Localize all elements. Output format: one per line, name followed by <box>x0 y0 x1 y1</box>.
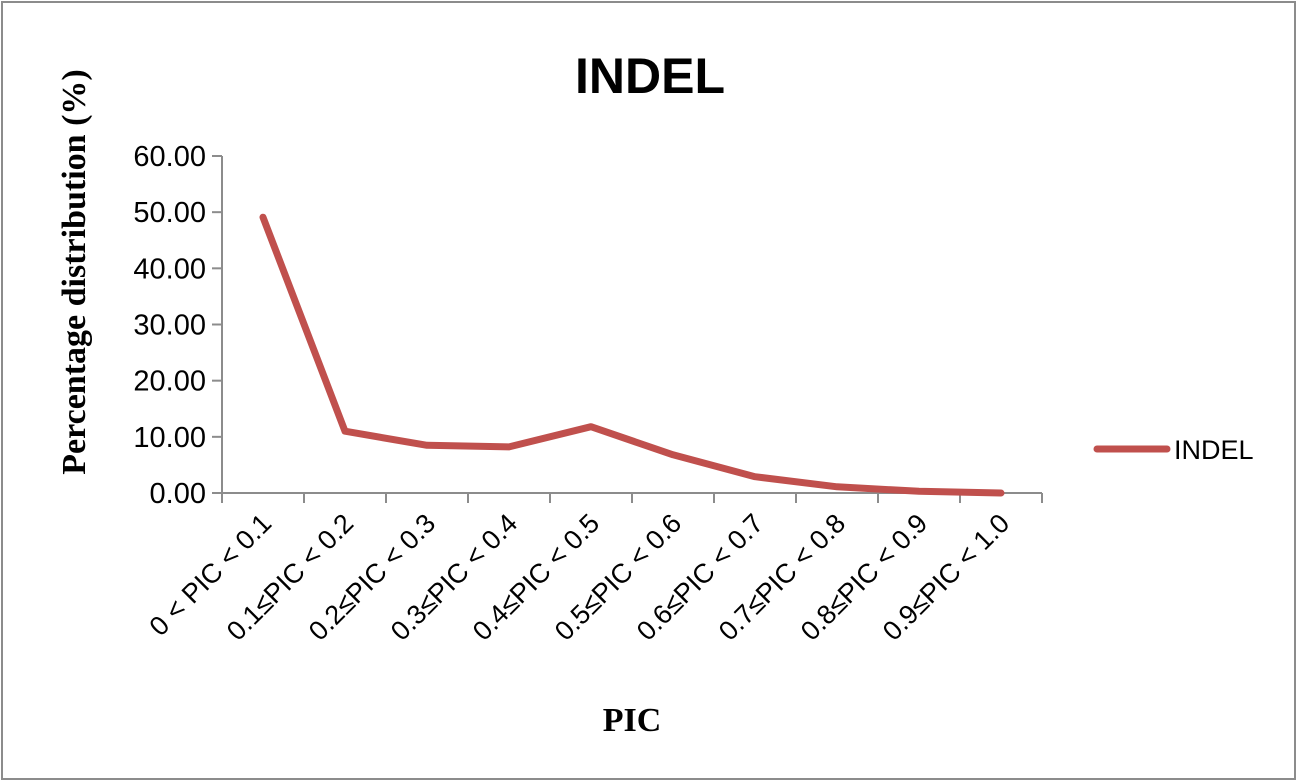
data-point <box>670 451 676 458</box>
y-tick-label: 30.00 <box>133 310 206 342</box>
series-layer <box>259 213 1005 497</box>
data-point <box>998 490 1004 496</box>
y-axis: 0.00 10.00 20.00 30.00 40.00 50.00 60.00 <box>133 141 223 510</box>
legend-label-indel: INDEL <box>1174 435 1254 465</box>
series-line-indel <box>259 213 1005 497</box>
data-point <box>588 423 594 430</box>
y-axis-title: Percentage distribution (%) <box>56 69 93 474</box>
x-axis: 0 < PIC < 0.10.1≤PIC < 0.20.2≤PIC < 0.30… <box>144 492 1043 646</box>
y-tick-label: 40.00 <box>133 253 206 285</box>
y-tick-label: 50.00 <box>133 197 206 229</box>
legend: INDEL <box>1093 435 1254 465</box>
data-point <box>424 442 430 449</box>
y-tick-label: 60.00 <box>133 141 206 173</box>
data-point <box>342 428 348 435</box>
data-point <box>752 473 758 480</box>
data-point <box>834 483 840 490</box>
y-tick-label: 20.00 <box>133 366 206 398</box>
y-tick-label: 0.00 <box>150 478 206 510</box>
x-axis-title: PIC <box>603 702 662 739</box>
y-tick-label: 10.00 <box>133 422 206 454</box>
data-point <box>916 488 922 495</box>
data-point <box>506 443 512 450</box>
chart-title: INDEL <box>575 48 725 104</box>
data-point <box>260 214 266 221</box>
